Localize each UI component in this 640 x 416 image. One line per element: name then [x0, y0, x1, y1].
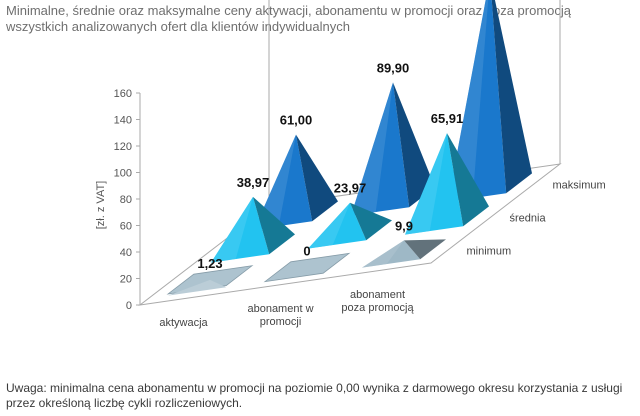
pyramid-highlight [211, 196, 253, 263]
pyramid-highlight [351, 82, 393, 216]
data-label: 23,97 [334, 181, 367, 196]
pyramid-maksimum-2 [351, 82, 435, 216]
pyramid-face [168, 279, 227, 296]
pyramid-highlight [448, 0, 489, 202]
pyramid-highlight [308, 202, 350, 249]
pyramid-minimum-2 [263, 252, 351, 283]
y-tick-label: 160 [114, 88, 132, 100]
series-label-maksimum: maksimum [553, 180, 606, 192]
category-label: abonament w promocji [247, 303, 313, 328]
chart-marks [166, 0, 532, 296]
category-labels: aktywacja abonament w promocji abonament poz… [159, 289, 414, 329]
pyramid-side-face [393, 82, 435, 208]
pyramid-base [263, 252, 351, 283]
pyramid-side-face [296, 134, 338, 222]
data-label: 89,90 [377, 60, 410, 75]
pyramid-side-face [491, 0, 532, 194]
series-label-minimum: minimum [467, 246, 512, 258]
y-tick-label: 140 [114, 115, 132, 127]
category-label-line: abonament [350, 289, 405, 301]
y-tick-label: 60 [120, 221, 132, 233]
category-label: abonament poza promocją [341, 289, 414, 314]
back-wall [268, 0, 561, 206]
footnote: Uwaga: minimalna cena abonamentu w promo… [6, 381, 623, 410]
data-label: 38,97 [237, 175, 270, 190]
pyramid-highlight [405, 133, 447, 235]
pyramid-maksimum-3 [448, 0, 532, 202]
pyramid-minimum-1 [166, 265, 254, 296]
category-label: aktywacja [159, 317, 208, 329]
series-label-średnia: średnia [510, 213, 547, 225]
y-tick-labels: 0 20 40 60 80 100 120 140 160 [zł. z VAT] [95, 88, 140, 312]
y-tick-label: 100 [114, 168, 132, 180]
y-axis-label: [zł. z VAT] [95, 181, 107, 230]
pyramid-średnia-2 [308, 202, 392, 249]
y-tick-label: 120 [114, 141, 132, 153]
category-label-line: promocji [260, 316, 302, 328]
series-labels: minimum średnia maksimum [467, 180, 606, 258]
category-label-line: abonament w [247, 303, 313, 315]
data-label: 65,91 [431, 111, 464, 126]
y-tick-label: 40 [120, 247, 132, 259]
pyramid-minimum-3 [362, 239, 446, 268]
chart-title: Minimalne, średnie oraz maksymalne ceny … [6, 3, 572, 34]
data-label: 1,23 [197, 256, 222, 271]
pyramid-maksimum-1 [254, 134, 338, 230]
category-label-line: aktywacja [159, 317, 208, 329]
pyramid-side-face [350, 202, 392, 241]
y-tick-label: 0 [126, 300, 132, 312]
data-label: 61,00 [280, 113, 313, 128]
pyramid-średnia-3 [405, 133, 489, 235]
pyramid-highlight [362, 240, 404, 268]
category-label-line: poza promocją [341, 302, 414, 314]
y-tick-label: 20 [120, 274, 132, 286]
pyramid-highlight [254, 134, 296, 230]
pyramid-side-face [253, 196, 295, 255]
data-label: 9,9 [395, 218, 413, 233]
data-label: 0 [303, 244, 310, 259]
pyramid-średnia-1 [211, 196, 295, 263]
y-tick-label: 80 [120, 194, 132, 206]
pyramid-side-face [447, 133, 489, 227]
pyramid-side-face [404, 239, 446, 260]
